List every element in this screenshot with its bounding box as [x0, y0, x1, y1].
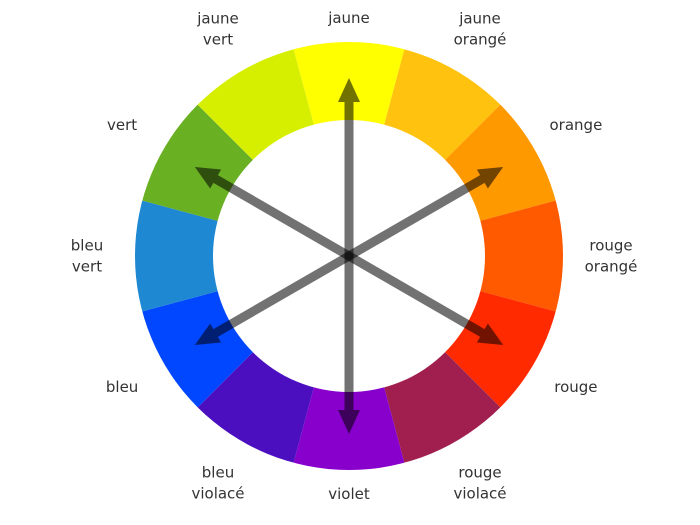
arrow-head [476, 323, 504, 345]
label-vert: vert [107, 116, 137, 134]
arrow-head [338, 78, 360, 102]
label-bleu-violace: bleu violacé [191, 463, 244, 502]
label-line: jaune [458, 10, 501, 28]
label-jaune-vert: jaune vert [196, 10, 239, 49]
label-line: jaune [327, 9, 370, 27]
complementary-arrows [194, 78, 504, 434]
label-line: orangé [585, 258, 638, 276]
label-rouge-violace: rouge violacé [453, 463, 506, 502]
label-line: bleu [202, 463, 234, 481]
label-rouge-orange: rouge orangé [585, 237, 638, 276]
label-line: violet [328, 485, 370, 503]
label-line: vert [107, 116, 137, 134]
label-line: bleu [71, 237, 103, 255]
segment-bleu-vert [135, 173, 349, 339]
label-line: orange [550, 116, 603, 134]
label-line: rouge [589, 237, 632, 255]
arrow-head [194, 323, 222, 345]
label-jaune-orange: jaune orangé [454, 10, 507, 49]
label-line: vert [72, 258, 102, 276]
label-line: vert [203, 31, 233, 49]
arrow-shaft [209, 173, 489, 339]
arrow-head [194, 167, 222, 189]
label-line: rouge [554, 378, 597, 396]
label-bleu-vert: bleu vert [71, 237, 103, 276]
label-violet: violet [328, 485, 370, 503]
label-orange: orange [550, 116, 603, 134]
label-line: violacé [191, 484, 244, 502]
label-bleu: bleu [106, 378, 138, 396]
label-line: jaune [196, 10, 239, 28]
label-line: orangé [454, 31, 507, 49]
label-line: violacé [453, 484, 506, 502]
label-jaune: jaune [327, 9, 370, 27]
arrow-head [338, 410, 360, 434]
segment-rouge-orange [349, 173, 563, 339]
label-line: rouge [458, 463, 501, 481]
color-ring [135, 42, 563, 470]
label-rouge: rouge [554, 378, 597, 396]
arrow-head [476, 167, 504, 189]
complementary-arrow [194, 167, 504, 345]
label-line: bleu [106, 378, 138, 396]
